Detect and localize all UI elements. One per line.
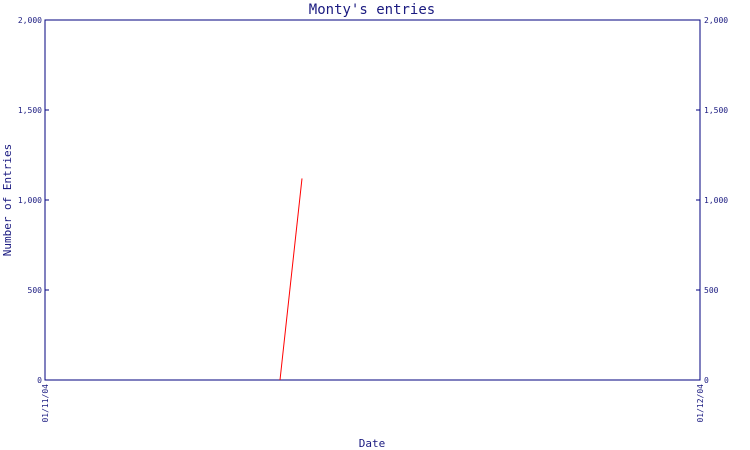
x-tick-label: 01/12/04 (696, 384, 705, 423)
y-tick-label-left: 1,500 (18, 106, 42, 115)
y-tick-label-right: 1,000 (704, 196, 728, 205)
x-axis-ticks: 01/11/04 01/12/04 (41, 376, 705, 423)
y-tick-label-right: 0 (704, 376, 709, 385)
x-tick-label: 01/11/04 (41, 384, 50, 423)
y-tick-label-left: 2,000 (18, 16, 42, 25)
y-tick-label-left: 0 (37, 376, 42, 385)
y-tick-label-right: 2,000 (704, 16, 728, 25)
series-layer (279, 178, 303, 381)
y-tick-label-left: 1,000 (18, 196, 42, 205)
series-line (279, 178, 303, 381)
y-tick-label-right: 500 (704, 286, 719, 295)
y-tick-label-right: 1,500 (704, 106, 728, 115)
plot-frame (44, 19, 701, 381)
y-tick-label-left: 500 (28, 286, 43, 295)
x-axis-label: Date (359, 437, 386, 450)
y-axis-ticks: 0 0 500 500 1,000 1,000 1,500 1,500 2,000 2,000 (18, 16, 728, 385)
chart-title: Monty's entries (309, 2, 435, 18)
y-axis-label: Number of Entries (1, 144, 14, 257)
